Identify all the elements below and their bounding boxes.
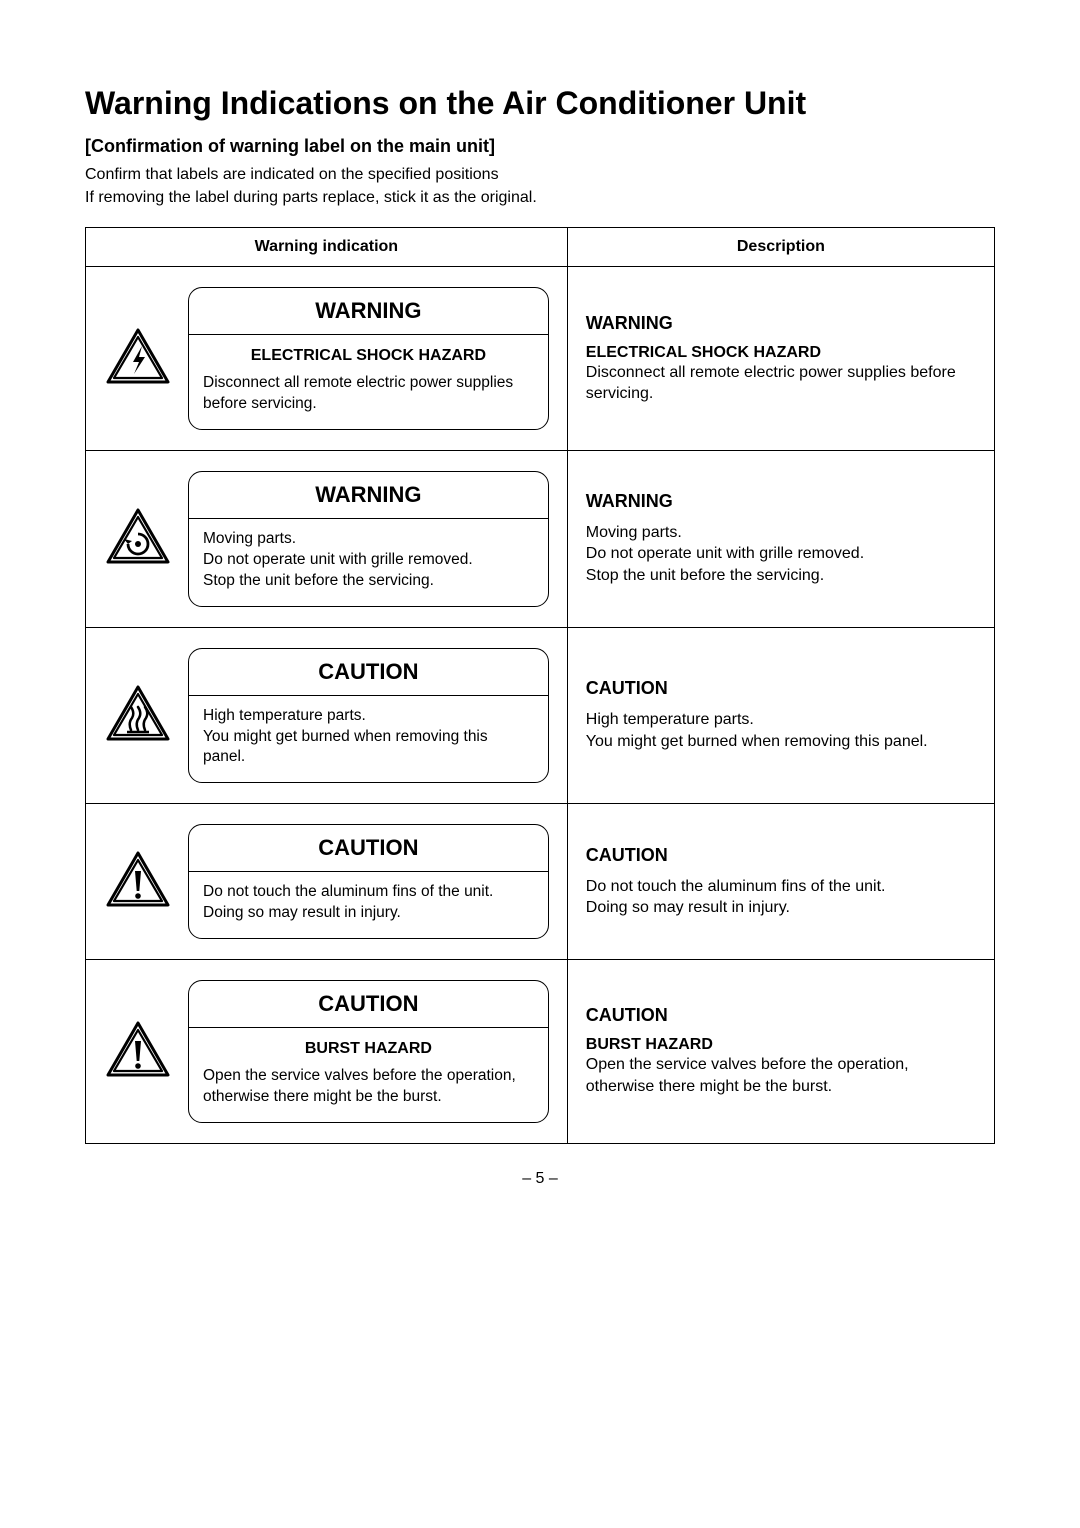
description-subtitle: BURST HAZARD xyxy=(586,1036,976,1054)
description-text: Disconnect all remote electric power sup… xyxy=(586,362,976,405)
intro-text: Confirm that labels are indicated on the… xyxy=(85,163,995,209)
description-text: Do not touch the aluminum fins of the un… xyxy=(586,876,976,919)
description-title: WARNING xyxy=(586,313,976,334)
hot-icon xyxy=(104,683,172,748)
warning-label-box: WARNINGELECTRICAL SHOCK HAZARDDisconnect… xyxy=(188,287,549,429)
exclaim-icon xyxy=(104,849,172,914)
warning-label-box: WARNINGMoving parts.Do not operate unit … xyxy=(188,471,549,607)
table-row: CAUTIONDo not touch the aluminum fins of… xyxy=(86,804,995,960)
label-body: ELECTRICAL SHOCK HAZARDDisconnect all re… xyxy=(189,335,548,428)
label-body: Moving parts.Do not operate unit with gr… xyxy=(189,519,548,606)
description-cell: CAUTION High temperature parts.You might … xyxy=(567,627,994,804)
warning-label-cell: CAUTIONHigh temperature parts.You might … xyxy=(86,627,568,804)
header-description: Description xyxy=(567,228,994,267)
description-cell: CAUTION BURST HAZARDOpen the service valv… xyxy=(567,960,994,1143)
intro-line-2: If removing the label during parts repla… xyxy=(85,189,537,206)
table-row: CAUTIONHigh temperature parts.You might … xyxy=(86,627,995,804)
label-body: High temperature parts.You might get bur… xyxy=(189,696,548,783)
label-body: BURST HAZARDOpen the service valves befo… xyxy=(189,1028,548,1121)
label-subtitle: BURST HAZARD xyxy=(203,1038,534,1060)
rotate-icon xyxy=(104,506,172,571)
warning-label-cell: WARNINGELECTRICAL SHOCK HAZARDDisconnect… xyxy=(86,267,568,450)
label-title: CAUTION xyxy=(189,825,548,872)
label-title: CAUTION xyxy=(189,981,548,1028)
description-title: CAUTION xyxy=(586,845,976,866)
description-cell: WARNING Moving parts.Do not operate unit … xyxy=(567,450,994,627)
description-title: WARNING xyxy=(586,491,976,512)
warnings-table: Warning indication Description WARNINGEL… xyxy=(85,227,995,1143)
warning-label-cell: CAUTIONDo not touch the aluminum fins of… xyxy=(86,804,568,960)
label-title: WARNING xyxy=(189,288,548,335)
description-text: Open the service valves before the opera… xyxy=(586,1054,976,1097)
header-warning-indication: Warning indication xyxy=(86,228,568,267)
intro-line-1: Confirm that labels are indicated on the… xyxy=(85,166,499,183)
label-subtitle: ELECTRICAL SHOCK HAZARD xyxy=(203,345,534,367)
table-row: CAUTIONBURST HAZARDOpen the service valv… xyxy=(86,960,995,1143)
table-row: WARNINGELECTRICAL SHOCK HAZARDDisconnect… xyxy=(86,267,995,450)
label-title: WARNING xyxy=(189,472,548,519)
warning-label-cell: CAUTIONBURST HAZARDOpen the service valv… xyxy=(86,960,568,1143)
warning-label-box: CAUTIONBURST HAZARDOpen the service valv… xyxy=(188,980,549,1122)
table-row: WARNINGMoving parts.Do not operate unit … xyxy=(86,450,995,627)
description-subtitle: ELECTRICAL SHOCK HAZARD xyxy=(586,344,976,362)
description-title: CAUTION xyxy=(586,1005,976,1026)
description-text: High temperature parts.You might get bur… xyxy=(586,709,976,752)
warning-label-box: CAUTIONHigh temperature parts.You might … xyxy=(188,648,549,784)
warning-label-cell: WARNINGMoving parts.Do not operate unit … xyxy=(86,450,568,627)
description-title: CAUTION xyxy=(586,678,976,699)
description-cell: CAUTION Do not touch the aluminum fins of… xyxy=(567,804,994,960)
subheading: [Confirmation of warning label on the ma… xyxy=(85,136,995,157)
label-title: CAUTION xyxy=(189,649,548,696)
bolt-icon xyxy=(104,326,172,391)
description-cell: WARNING ELECTRICAL SHOCK HAZARDDisconnect… xyxy=(567,267,994,450)
warning-label-box: CAUTIONDo not touch the aluminum fins of… xyxy=(188,824,549,939)
exclaim-icon xyxy=(104,1019,172,1084)
label-body: Do not touch the aluminum fins of the un… xyxy=(189,872,548,938)
page-title: Warning Indications on the Air Condition… xyxy=(85,85,995,122)
description-text: Moving parts.Do not operate unit with gr… xyxy=(586,522,976,587)
page-number: – 5 – xyxy=(85,1170,995,1188)
